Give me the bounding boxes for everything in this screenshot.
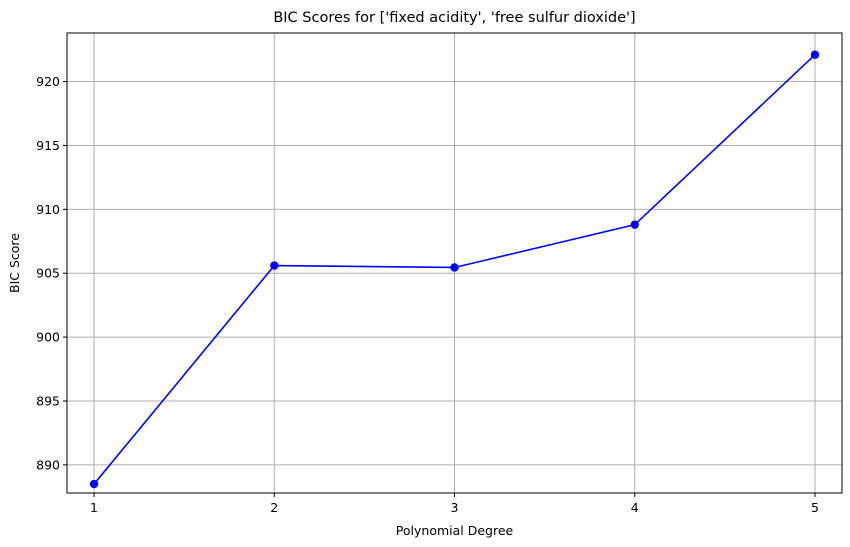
y-tick-label: 900	[36, 330, 60, 345]
y-axis-label: BIC Score	[7, 233, 22, 293]
series-layer	[89, 50, 820, 489]
data-point	[270, 261, 279, 270]
y-tick-label: 910	[36, 202, 60, 217]
data-point	[450, 263, 459, 272]
x-axis-label: Polynomial Degree	[396, 523, 514, 538]
grid-lines	[67, 33, 842, 493]
y-tick-label: 905	[36, 266, 60, 281]
x-tick-label: 4	[631, 500, 639, 515]
data-point	[810, 50, 820, 59]
y-tick-label: 915	[36, 138, 60, 153]
data-point	[630, 220, 639, 229]
data-point	[89, 479, 99, 489]
chart-title: BIC Scores for ['fixed acidity', 'free s…	[273, 10, 635, 26]
y-tick-label: 890	[36, 457, 60, 472]
x-tick-label: 5	[811, 500, 819, 515]
plot-frame	[66, 32, 843, 494]
x-tick-label: 3	[451, 500, 459, 515]
y-tick-label: 895	[36, 394, 60, 409]
x-tick-label: 1	[90, 500, 98, 515]
x-tick-label: 2	[270, 500, 278, 515]
y-tick-label: 920	[36, 74, 60, 89]
axis-ticks: 1 2 3 4 5 890 895 900 905 910 915 920	[36, 74, 819, 515]
